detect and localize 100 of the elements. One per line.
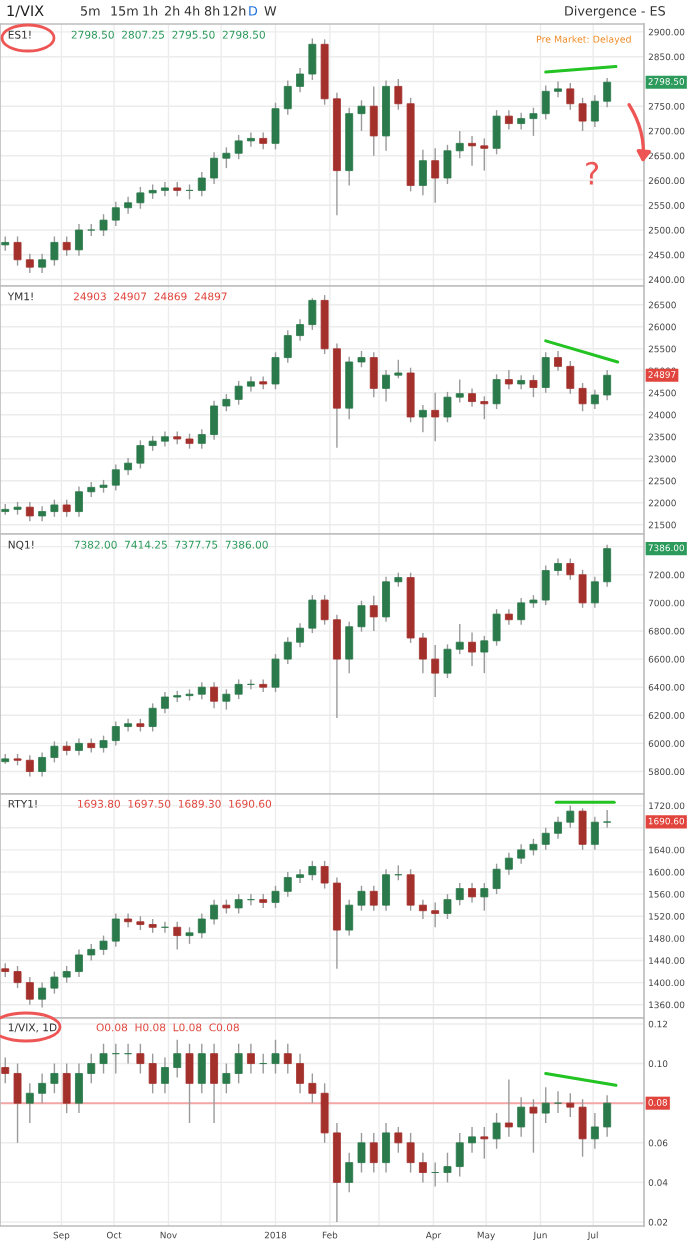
candlestick xyxy=(38,1072,47,1104)
candlestick xyxy=(480,395,489,420)
candlestick xyxy=(468,135,476,167)
candlestick xyxy=(443,144,452,185)
candlestick xyxy=(38,981,47,1009)
candlestick xyxy=(590,576,599,609)
candlestick xyxy=(431,392,440,442)
candlestick xyxy=(369,351,378,398)
candlestick xyxy=(25,754,34,778)
candlestick xyxy=(603,809,612,829)
candlestick xyxy=(529,1098,538,1154)
candlestick xyxy=(578,382,587,412)
candlestick xyxy=(50,740,59,764)
candlestick xyxy=(62,1062,71,1114)
candlestick xyxy=(283,1043,292,1075)
candlestick xyxy=(210,1043,219,1124)
candlestick xyxy=(148,702,157,733)
candlestick xyxy=(418,1152,427,1184)
candlestick xyxy=(197,1043,206,1094)
candlestick xyxy=(418,898,427,920)
candlestick xyxy=(283,79,292,116)
candlestick xyxy=(210,681,219,709)
candlestick xyxy=(492,1112,501,1150)
candlestick xyxy=(578,807,587,851)
candlestick xyxy=(480,635,489,674)
candlestick xyxy=(271,653,280,693)
candlestick xyxy=(529,374,538,398)
candlestick xyxy=(480,1126,489,1160)
candlestick xyxy=(13,235,22,267)
candlestick xyxy=(382,369,390,403)
candlestick xyxy=(99,213,108,237)
candlestick xyxy=(541,564,550,606)
candlestick xyxy=(247,131,255,148)
candlestick xyxy=(578,569,587,609)
candlestick xyxy=(357,1132,366,1174)
candlestick xyxy=(111,912,120,948)
candlestick xyxy=(492,862,501,895)
candlestick xyxy=(541,351,550,394)
candlestick xyxy=(25,501,34,522)
candlestick xyxy=(455,378,464,404)
candlestick xyxy=(38,751,47,778)
candlestick xyxy=(357,885,366,912)
candlestick xyxy=(468,631,476,667)
candlestick xyxy=(431,901,440,928)
candlestick xyxy=(87,1052,96,1085)
candlestick xyxy=(480,882,489,912)
candlestick xyxy=(455,130,464,159)
candlestick xyxy=(38,253,47,274)
candlestick xyxy=(517,1096,526,1138)
candlestick xyxy=(320,594,329,626)
candlestick xyxy=(603,1094,612,1138)
candlestick xyxy=(443,643,452,679)
candlestick xyxy=(50,970,59,995)
candlestick xyxy=(136,1043,145,1075)
candlestick xyxy=(578,97,587,132)
candlestick xyxy=(394,359,403,379)
candlestick xyxy=(504,1078,513,1138)
candlestick xyxy=(210,151,219,185)
candlestick xyxy=(111,201,120,227)
candlestick xyxy=(468,882,476,904)
candlestick xyxy=(443,1152,452,1184)
candlestick xyxy=(357,600,366,633)
candlestick xyxy=(603,77,612,108)
candlestick xyxy=(418,149,427,197)
candlestick xyxy=(75,485,83,518)
candlestick xyxy=(443,893,452,920)
candlestick xyxy=(296,1052,304,1094)
candlestick xyxy=(136,439,145,470)
candlestick xyxy=(345,356,354,420)
candlestick xyxy=(554,815,562,840)
candlestick xyxy=(161,691,169,714)
candlestick xyxy=(394,1126,403,1154)
candlestick xyxy=(418,632,427,674)
candlestick xyxy=(590,815,599,851)
candlestick xyxy=(566,1092,575,1118)
candlestick xyxy=(111,720,120,747)
candlestick xyxy=(517,374,526,390)
candlestick xyxy=(345,1152,354,1194)
candlestick xyxy=(296,622,304,648)
candlestick xyxy=(25,253,34,274)
candlestick xyxy=(541,827,550,851)
candlestick xyxy=(382,1122,390,1174)
candlestick xyxy=(431,147,440,204)
candlestick xyxy=(308,594,317,634)
candlestick xyxy=(578,1098,587,1158)
candlestick xyxy=(124,912,133,928)
candlestick xyxy=(234,893,243,915)
candlestick xyxy=(517,597,526,626)
candlestick xyxy=(13,965,22,989)
candlestick xyxy=(468,1126,476,1154)
candlestick xyxy=(197,428,206,450)
candlestick xyxy=(369,595,378,632)
candlestick xyxy=(296,67,304,94)
candlestick xyxy=(283,636,292,665)
candlestick xyxy=(406,367,415,423)
candlestick xyxy=(492,373,501,410)
candlestick xyxy=(566,360,575,395)
candlestick xyxy=(210,400,219,441)
candlestick xyxy=(124,196,133,215)
candlestick xyxy=(566,804,575,829)
